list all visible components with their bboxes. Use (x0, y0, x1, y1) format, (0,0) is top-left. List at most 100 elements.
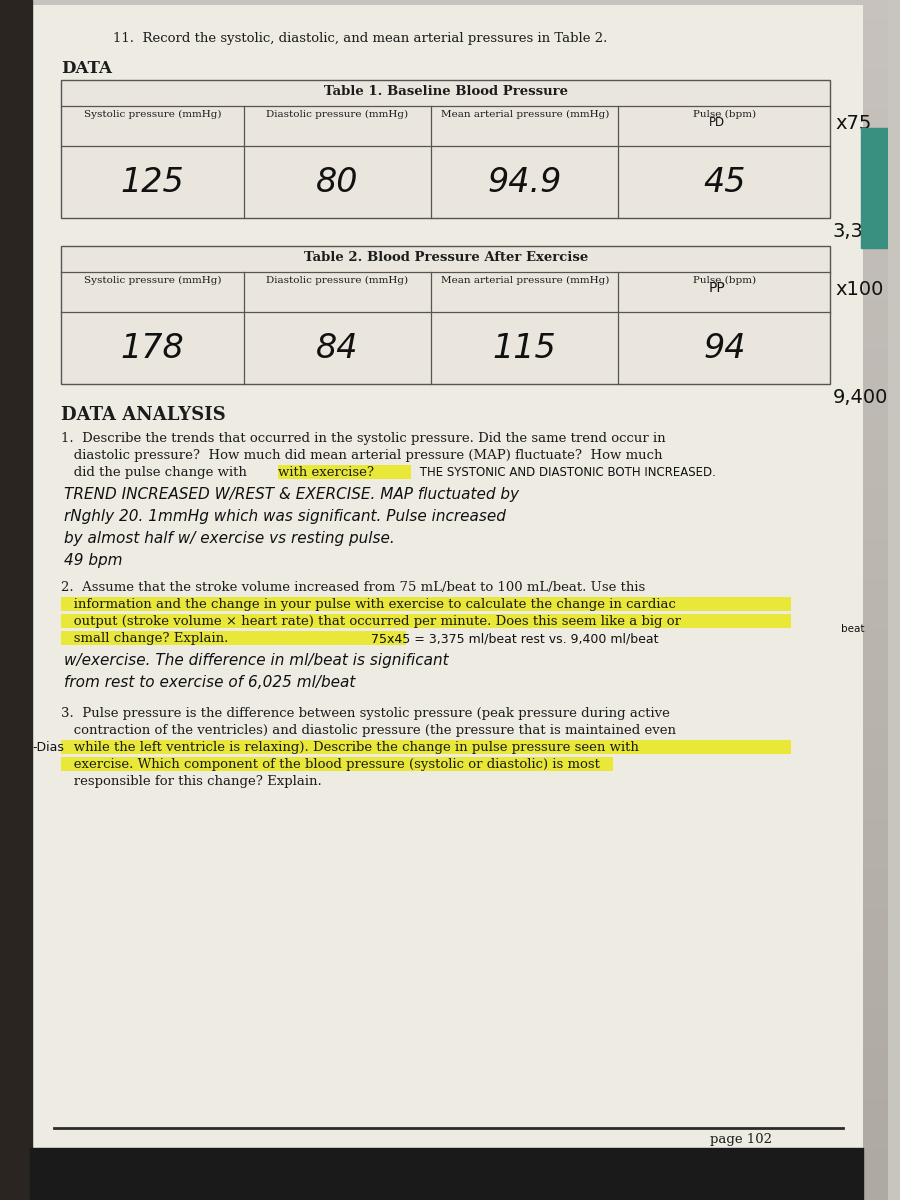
Bar (0, 140, 887, 150)
Bar (0, 560, 887, 570)
Bar (0, 1130, 887, 1140)
Bar (0, 1120, 887, 1130)
Text: page 102: page 102 (710, 1133, 772, 1146)
Bar (0, 930, 887, 940)
Bar (0, 1110, 887, 1120)
Text: 2.  Assume that the stroke volume increased from 75 mL/beat to 100 mL/beat. Use : 2. Assume that the stroke volume increas… (61, 581, 645, 594)
Bar (861, 128, 887, 248)
Bar (0, 50, 887, 60)
Bar (0, 430, 887, 440)
Bar (0, 170, 887, 180)
Text: 84: 84 (316, 331, 358, 365)
Bar (0, 70, 887, 80)
Bar (0, 150, 887, 160)
Text: PP: PP (708, 281, 725, 295)
Bar (0, 570, 887, 580)
Bar (0, 860, 887, 870)
Text: by almost half w/ exercise vs resting pulse.: by almost half w/ exercise vs resting pu… (64, 530, 395, 546)
Bar (0, 1100, 887, 1110)
Bar (0, 1140, 887, 1150)
Bar (0, 890, 887, 900)
Bar (0, 120, 887, 130)
Bar (0, 760, 887, 770)
Bar (0, 1170, 887, 1180)
Text: Diastolic pressure (mmHg): Diastolic pressure (mmHg) (266, 110, 409, 119)
Bar (61, 614, 791, 628)
Text: THE SYSTONIC AND DIASTONIC BOTH INCREASED.: THE SYSTONIC AND DIASTONIC BOTH INCREASE… (416, 466, 716, 479)
Bar (0, 200, 887, 210)
Bar (0, 740, 887, 750)
Bar (0, 1010, 887, 1020)
Bar (0, 970, 887, 980)
Text: 80: 80 (316, 166, 358, 198)
Bar (0, 620, 887, 630)
Bar (0, 770, 887, 780)
Bar (0, 960, 887, 970)
Text: x100: x100 (835, 280, 884, 299)
Text: 115: 115 (493, 331, 556, 365)
Bar (0, 470, 887, 480)
Text: TREND INCREASED W/REST & EXERCISE. MAP fluctuated by: TREND INCREASED W/REST & EXERCISE. MAP f… (64, 487, 519, 502)
Bar (0, 700, 887, 710)
Text: w/exercise. The difference in ml/beat is significant: w/exercise. The difference in ml/beat is… (64, 653, 449, 668)
Bar (0, 720, 887, 730)
Text: 94.9: 94.9 (488, 166, 562, 198)
Bar (0, 1090, 887, 1100)
Bar (0, 100, 887, 110)
Bar (0, 610, 887, 620)
Bar (61, 246, 831, 384)
Text: exercise. Which component of the blood pressure (systolic or diastolic) is most: exercise. Which component of the blood p… (61, 758, 600, 770)
Text: Diastolic pressure (mmHg): Diastolic pressure (mmHg) (266, 276, 409, 286)
Text: 3.  Pulse pressure is the difference between systolic pressure (peak pressure du: 3. Pulse pressure is the difference betw… (61, 707, 670, 720)
Text: -Dias: -Dias (32, 740, 65, 754)
Bar (0, 1000, 887, 1010)
Bar (0, 190, 887, 200)
Bar (0, 490, 887, 500)
Bar (0, 750, 887, 760)
Bar (0, 350, 887, 360)
Text: Table 1. Baseline Blood Pressure: Table 1. Baseline Blood Pressure (324, 85, 568, 98)
Bar (0, 60, 887, 70)
Bar (0, 690, 887, 700)
Bar (0, 530, 887, 540)
Bar (0, 1160, 887, 1170)
Bar (0, 870, 887, 880)
Text: responsible for this change? Explain.: responsible for this change? Explain. (61, 775, 322, 788)
Bar (0, 210, 887, 220)
Bar (0, 900, 887, 910)
Bar (0, 990, 887, 1000)
Bar (0, 410, 887, 420)
Bar (0, 790, 887, 800)
Text: PD: PD (708, 115, 725, 128)
Bar (0, 280, 887, 290)
Bar (0, 270, 887, 280)
Bar (0, 520, 887, 530)
Text: output (stroke volume × heart rate) that occurred per minute. Does this seem lik: output (stroke volume × heart rate) that… (61, 614, 681, 628)
Text: 178: 178 (121, 331, 184, 365)
Bar (0, 160, 887, 170)
Text: contraction of the ventricles) and diastolic pressure (the pressure that is main: contraction of the ventricles) and diast… (61, 724, 676, 737)
Bar (0, 420, 887, 430)
Bar (0, 220, 887, 230)
Text: 125: 125 (121, 166, 184, 198)
Bar (0, 440, 887, 450)
Text: with exercise?: with exercise? (278, 466, 374, 479)
Bar (0, 400, 887, 410)
Text: diastolic pressure?  How much did mean arterial pressure (MAP) fluctuate?  How m: diastolic pressure? How much did mean ar… (61, 449, 662, 462)
Bar (0, 110, 887, 120)
Bar (0, 80, 887, 90)
Text: while the left ventricle is relaxing). Describe the change in pulse pressure see: while the left ventricle is relaxing). D… (61, 740, 639, 754)
Bar (0, 90, 887, 100)
Bar (61, 596, 791, 611)
Bar (0, 30, 887, 40)
Text: Pulse (bpm): Pulse (bpm) (693, 276, 756, 286)
Bar (0, 180, 887, 190)
Text: Mean arterial pressure (mmHg): Mean arterial pressure (mmHg) (440, 110, 609, 119)
Bar (61, 740, 791, 754)
Bar (30, 1148, 863, 1200)
Bar (0, 650, 887, 660)
Bar (0, 240, 887, 250)
Bar (278, 464, 411, 479)
Bar (0, 310, 887, 320)
Bar (0, 1190, 887, 1200)
